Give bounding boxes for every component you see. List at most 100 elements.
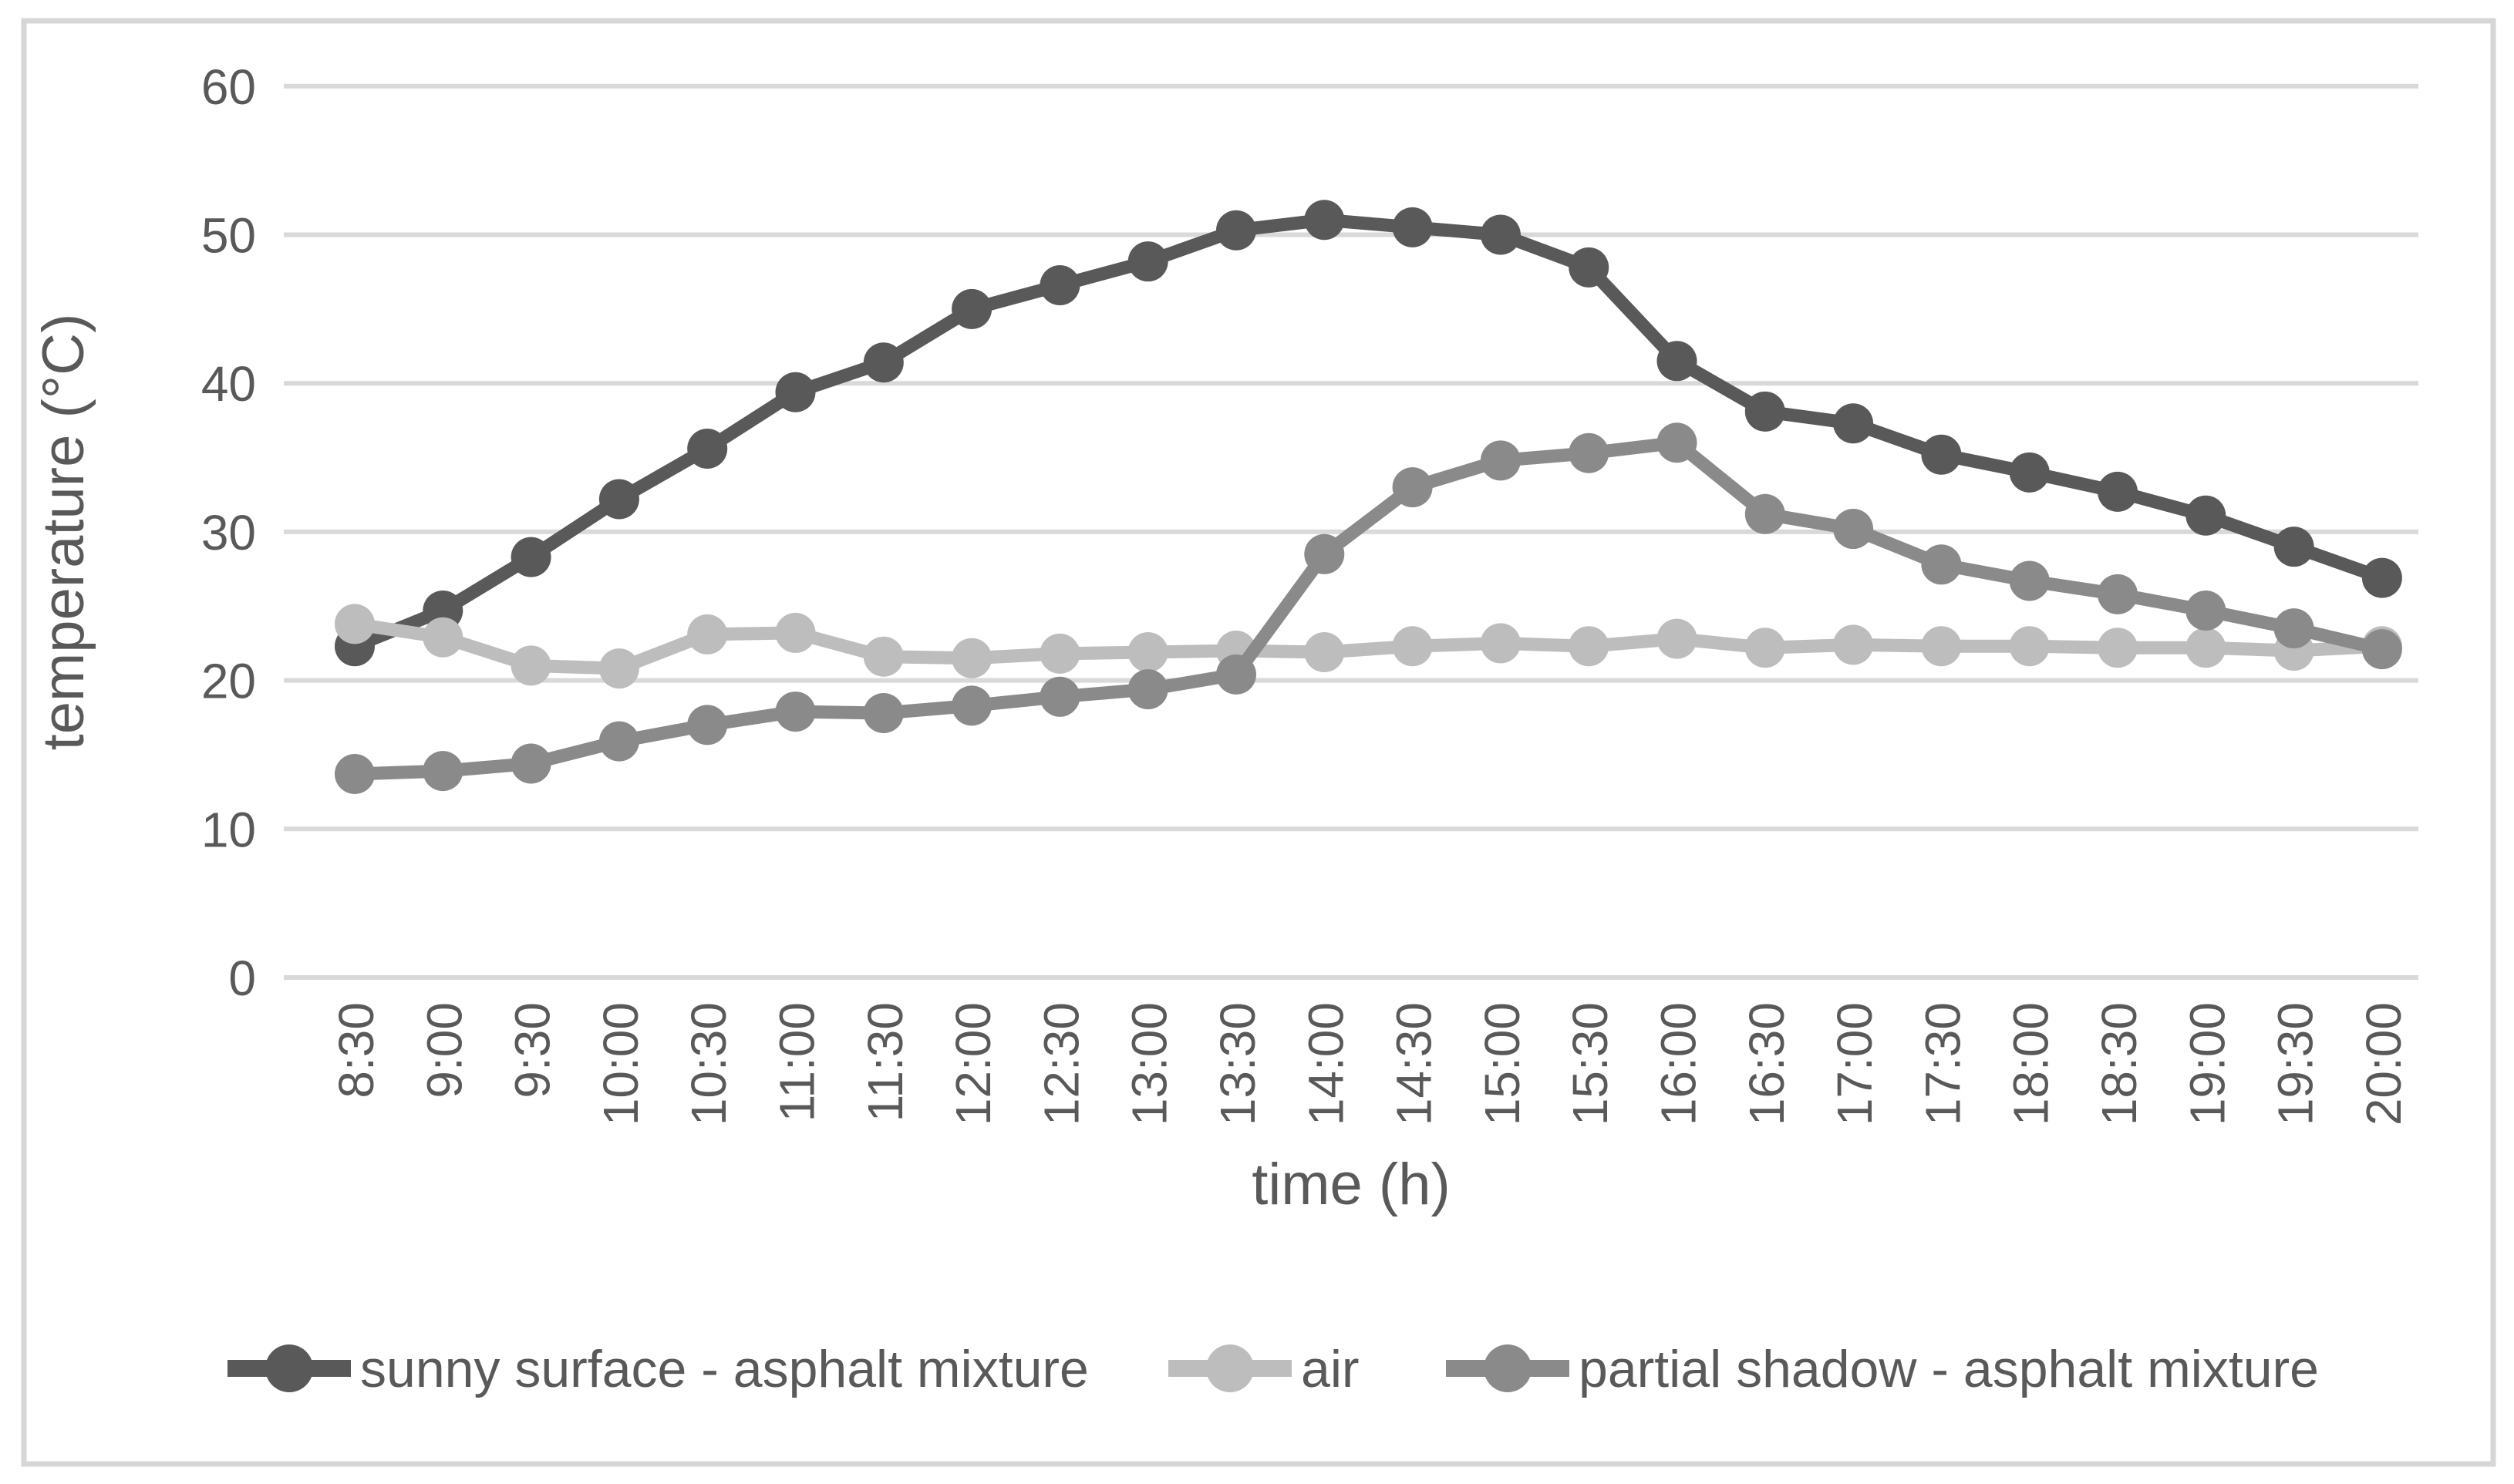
legend: sunny surface - asphalt mixture air partia… <box>227 1340 2319 1398</box>
x-tick-label-20:00: 20:00 <box>2356 1002 2411 1126</box>
x-axis-title: time (h) <box>1252 1152 1451 1217</box>
data-point-19:00 <box>2185 591 2226 631</box>
y-tick-label-0: 0 <box>228 951 256 1006</box>
data-point-20:00 <box>2361 557 2402 598</box>
data-point-13:00 <box>1127 669 1168 710</box>
data-point-14:00 <box>1304 200 1345 241</box>
data-point-9:30 <box>511 743 551 784</box>
x-tick-label-19:30: 19:30 <box>2268 1002 2324 1126</box>
data-point-11:30 <box>863 342 904 383</box>
data-point-17:00 <box>1833 403 1874 444</box>
legend-item-1: sunny surface - asphalt mixture <box>227 1340 1089 1398</box>
x-tick-label-9:30: 9:30 <box>505 1002 561 1099</box>
data-point-11:30 <box>863 636 904 677</box>
gridlines-group <box>284 83 2418 980</box>
data-point-12:30 <box>1040 633 1080 674</box>
y-tick-label-30: 30 <box>201 505 256 560</box>
data-point-19:30 <box>2273 527 2314 567</box>
x-tick-label-12:00: 12:00 <box>945 1002 1001 1126</box>
legend-marker-dot <box>1206 1344 1254 1392</box>
data-point-17:00 <box>1833 624 1874 665</box>
x-tick-label-9:00: 9:00 <box>416 1002 472 1099</box>
data-point-12:00 <box>952 685 992 726</box>
data-point-8:30 <box>335 604 375 644</box>
data-point-12:30 <box>1040 265 1080 306</box>
x-tick-label-10:30: 10:30 <box>681 1002 736 1126</box>
x-tick-label-15:00: 15:00 <box>1474 1002 1530 1126</box>
legend-item-3: partial shadow - asphalt mixture <box>1446 1340 2319 1398</box>
x-tick-label-18:30: 18:30 <box>2091 1002 2147 1126</box>
data-point-15:30 <box>1569 626 1609 667</box>
y-tick-label-20: 20 <box>201 654 256 709</box>
x-tick-label-17:00: 17:00 <box>1827 1002 1882 1126</box>
legend-marker-dot <box>1484 1344 1532 1392</box>
data-point-11:30 <box>863 692 904 733</box>
data-point-9:30 <box>511 537 551 577</box>
y-axis-tick-labels: 0 10 20 30 40 50 60 <box>201 59 256 1006</box>
data-point-16:30 <box>1744 391 1785 432</box>
data-point-18:00 <box>2009 560 2050 601</box>
data-point-9:00 <box>423 751 463 792</box>
data-point-15:30 <box>1569 247 1609 288</box>
x-tick-label-14:30: 14:30 <box>1387 1002 1442 1126</box>
x-axis-tick-labels: 8:30 9:00 9:30 10:00 10:30 11:00 11:30 12:00 12:… <box>329 1002 2411 1126</box>
x-tick-label-19:00: 19:00 <box>2179 1002 2235 1126</box>
data-point-16:00 <box>1656 422 1697 463</box>
data-point-13:30 <box>1216 210 1256 251</box>
data-point-14:00 <box>1304 631 1345 672</box>
legend-marker-dot <box>265 1344 313 1392</box>
data-point-16:00 <box>1656 618 1697 659</box>
y-axis-title: temperature (°C) <box>31 314 96 751</box>
y-tick-label-40: 40 <box>201 356 256 412</box>
data-point-19:00 <box>2185 495 2226 536</box>
legend-label: sunny surface - asphalt mixture <box>360 1340 1089 1398</box>
data-point-16:30 <box>1744 628 1785 668</box>
x-tick-label-13:00: 13:00 <box>1122 1002 1178 1126</box>
data-point-11:00 <box>775 612 816 653</box>
data-point-15:00 <box>1480 623 1521 664</box>
series-air <box>335 604 2402 689</box>
data-point-17:30 <box>1921 626 1962 667</box>
data-point-14:30 <box>1392 626 1433 667</box>
data-point-17:30 <box>1921 544 1962 585</box>
data-point-14:30 <box>1392 207 1433 247</box>
data-point-10:00 <box>598 479 639 520</box>
x-tick-label-11:30: 11:30 <box>858 1002 913 1122</box>
data-point-13:00 <box>1127 631 1168 672</box>
data-point-10:00 <box>598 648 639 689</box>
data-point-9:30 <box>511 645 551 686</box>
y-tick-label-50: 50 <box>201 208 256 264</box>
x-tick-label-13:30: 13:30 <box>1210 1002 1265 1126</box>
data-point-10:30 <box>687 428 728 469</box>
y-tick-label-10: 10 <box>201 802 256 857</box>
data-point-10:30 <box>687 614 728 655</box>
data-point-18:00 <box>2009 452 2050 493</box>
legend-label: partial shadow - asphalt mixture <box>1579 1340 2319 1398</box>
series-line <box>348 436 2389 781</box>
data-point-16:00 <box>1656 341 1697 382</box>
data-point-12:00 <box>952 288 992 329</box>
legend-label: air <box>1301 1340 1360 1398</box>
data-point-18:00 <box>2009 626 2050 667</box>
legend-item-2: air <box>1168 1340 1360 1398</box>
data-point-13:30 <box>1216 654 1256 695</box>
data-point-8:30 <box>335 754 375 795</box>
data-point-15:00 <box>1480 440 1521 481</box>
y-tick-label-60: 60 <box>201 59 256 115</box>
x-tick-label-11:00: 11:00 <box>770 1002 825 1122</box>
series-group <box>335 200 2402 795</box>
data-point-18:30 <box>2098 628 2138 668</box>
x-tick-label-10:00: 10:00 <box>593 1002 649 1126</box>
data-point-18:30 <box>2098 471 2138 512</box>
series-line <box>348 617 2389 675</box>
chart-frame <box>21 18 2496 1467</box>
data-point-16:30 <box>1744 493 1785 534</box>
x-tick-label-12:30: 12:30 <box>1033 1002 1089 1126</box>
data-point-11:00 <box>775 692 816 732</box>
x-tick-label-14:00: 14:00 <box>1298 1002 1353 1126</box>
data-point-11:00 <box>775 372 816 412</box>
data-point-19:00 <box>2185 628 2226 668</box>
data-point-14:30 <box>1392 467 1433 508</box>
data-point-15:30 <box>1569 432 1609 473</box>
